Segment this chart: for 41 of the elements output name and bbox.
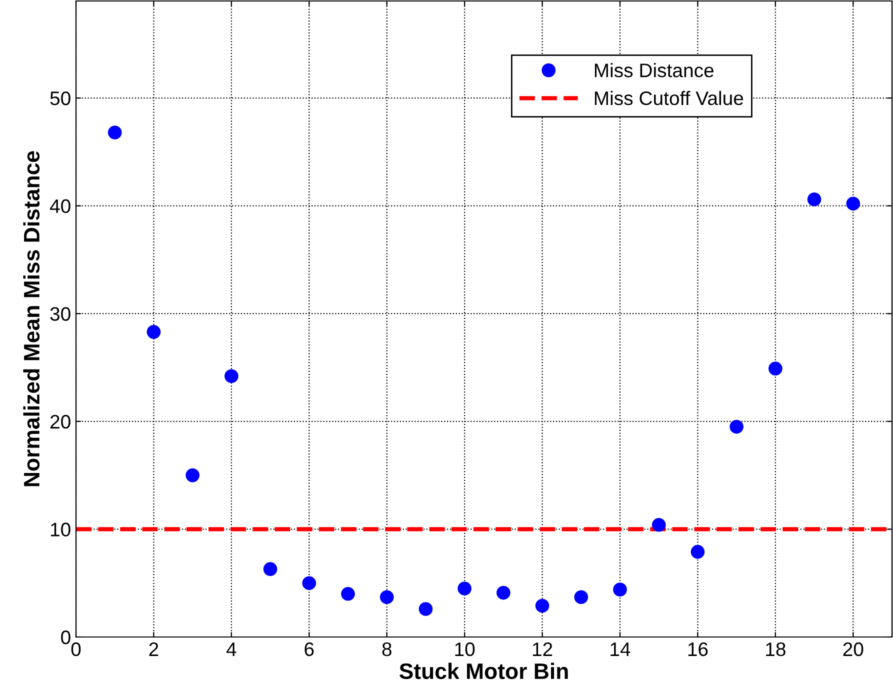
x-tick-label: 12 xyxy=(532,642,552,656)
y-tick-label: 20 xyxy=(50,414,70,429)
point xyxy=(146,325,161,339)
x-tick-label: 18 xyxy=(766,642,786,656)
y-axis-title: Normalized Mean Miss Distance xyxy=(23,151,40,486)
x-tick-label: 2 xyxy=(149,642,158,656)
point xyxy=(263,562,278,576)
point xyxy=(730,420,744,434)
point xyxy=(341,586,355,601)
point xyxy=(186,468,200,482)
point xyxy=(302,576,316,590)
x-tick-label: 20 xyxy=(843,642,864,656)
point xyxy=(496,586,510,600)
point xyxy=(224,369,238,384)
y-tick-label: 0 xyxy=(61,630,70,644)
x-tick-label: 16 xyxy=(688,642,708,656)
point xyxy=(807,192,822,206)
y-tick-label: 50 xyxy=(50,91,70,106)
legend-label: Miss Distance xyxy=(594,63,714,78)
point xyxy=(380,590,394,604)
point xyxy=(458,582,472,596)
point xyxy=(768,362,782,376)
point xyxy=(846,196,860,211)
x-tick-label: 8 xyxy=(382,642,392,656)
x-tick-label: 10 xyxy=(455,642,475,656)
x-tick-label: 14 xyxy=(610,642,630,656)
x-tick-label: 0 xyxy=(71,642,81,656)
point xyxy=(613,582,627,596)
y-tick-label: 30 xyxy=(50,307,70,321)
y-tick-label: 10 xyxy=(50,522,70,536)
point xyxy=(574,590,588,604)
y-tick-label: 40 xyxy=(50,199,70,214)
point xyxy=(652,518,666,532)
point xyxy=(418,602,433,616)
x-axis-title: Stuck Motor Bin xyxy=(399,662,568,680)
point xyxy=(108,126,122,140)
legend-label: Miss Cutoff Value xyxy=(594,90,744,106)
x-tick-label: 6 xyxy=(304,642,314,656)
point xyxy=(690,544,705,559)
point xyxy=(535,598,550,613)
x-tick-label: 4 xyxy=(226,642,236,656)
